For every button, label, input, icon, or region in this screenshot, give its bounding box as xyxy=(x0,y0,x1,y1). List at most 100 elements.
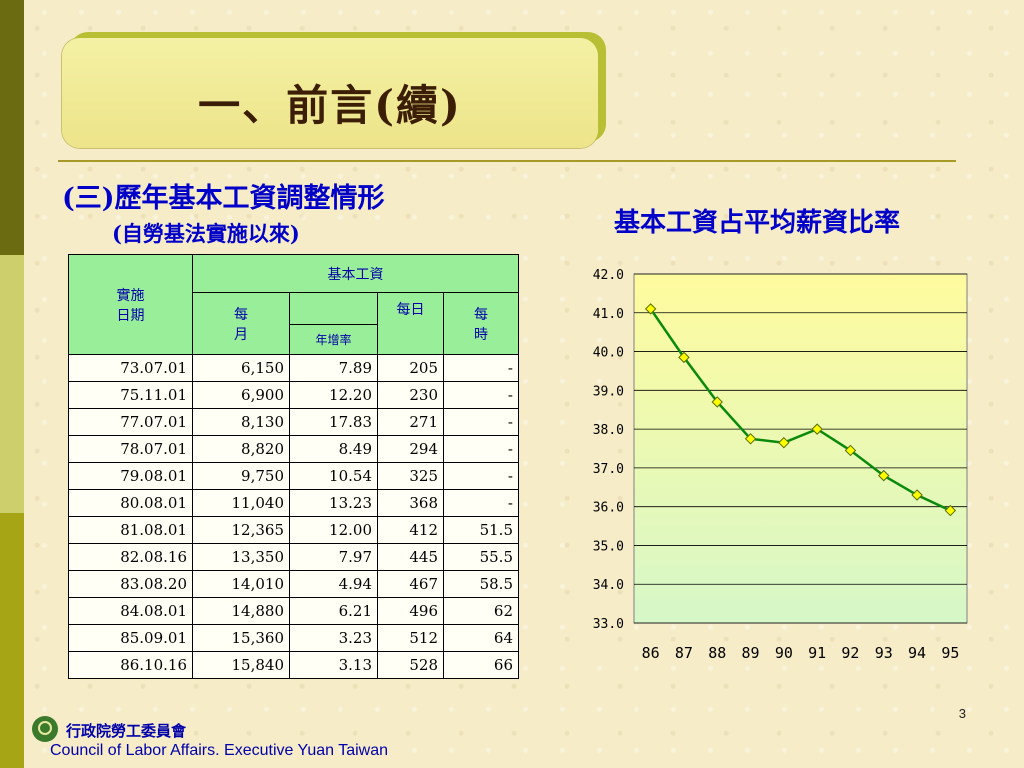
cell-growth: 7.97 xyxy=(289,543,378,571)
header-blank xyxy=(289,292,378,325)
cell-growth: 3.13 xyxy=(289,651,378,679)
x-tick-label: 86 xyxy=(642,644,660,662)
cell-growth: 10.54 xyxy=(289,462,378,490)
cell-date: 86.10.16 xyxy=(68,651,193,679)
cell-date: 84.08.01 xyxy=(68,597,193,625)
cell-hourly: 62 xyxy=(443,597,519,625)
cell-monthly: 8,130 xyxy=(192,408,290,436)
cell-daily: 325 xyxy=(377,462,444,490)
side-bar-middle xyxy=(0,255,24,513)
table-row: 73.07.01 6,150 7.89 205- xyxy=(68,354,519,382)
cell-growth: 4.94 xyxy=(289,570,378,598)
cell-daily: 368 xyxy=(377,489,444,517)
side-bar-top xyxy=(0,0,24,255)
header-hourly: 每 時 xyxy=(443,292,519,355)
cell-growth: 3.23 xyxy=(289,624,378,652)
cell-date: 73.07.01 xyxy=(68,354,193,382)
y-tick-label: 39.0 xyxy=(593,384,624,399)
wage-table-body: 73.07.01 6,150 7.89 205-75.11.01 6,900 12.20 2… xyxy=(68,354,519,679)
table-row: 75.11.01 6,900 12.20 230- xyxy=(68,381,519,409)
x-tick-label: 88 xyxy=(708,644,726,662)
slide-title: 一、前言(續) xyxy=(198,81,462,130)
cell-date: 82.08.16 xyxy=(68,543,193,571)
cell-date: 75.11.01 xyxy=(68,381,193,409)
cell-growth: 8.49 xyxy=(289,435,378,463)
table-row: 79.08.01 9,750 10.54 325- xyxy=(68,462,519,490)
cell-monthly: 13,350 xyxy=(192,543,290,571)
table-row: 84.08.01 14,880 6.21 496 62 xyxy=(68,597,519,625)
cell-hourly: 58.5 xyxy=(443,570,519,598)
cell-hourly: - xyxy=(443,489,519,517)
cell-daily: 445 xyxy=(377,543,444,571)
cell-daily: 512 xyxy=(377,624,444,652)
cell-date: 81.08.01 xyxy=(68,516,193,544)
cell-monthly: 8,820 xyxy=(192,435,290,463)
cell-daily: 294 xyxy=(377,435,444,463)
cell-date: 78.07.01 xyxy=(68,435,193,463)
title-divider xyxy=(58,160,956,162)
y-tick-label: 34.0 xyxy=(593,578,624,593)
data-point xyxy=(811,423,823,435)
header-growth: 年增率 xyxy=(289,324,378,355)
footer-org-en: Council of Labor Affairs. Executive Yuan… xyxy=(50,742,388,759)
header-date: 實施 日期 xyxy=(68,254,193,355)
cell-daily: 205 xyxy=(377,354,444,382)
cell-monthly: 15,840 xyxy=(192,651,290,679)
x-tick-label: 89 xyxy=(742,644,760,662)
chart-title: 基本工資占平均薪資比率 xyxy=(614,208,901,238)
cell-growth: 6.21 xyxy=(289,597,378,625)
cell-hourly: 55.5 xyxy=(443,543,519,571)
cell-date: 85.09.01 xyxy=(68,624,193,652)
cell-monthly: 12,365 xyxy=(192,516,290,544)
x-tick-label: 94 xyxy=(908,644,926,662)
data-point xyxy=(711,396,723,408)
cell-growth: 12.20 xyxy=(289,381,378,409)
cell-growth: 7.89 xyxy=(289,354,378,382)
cell-monthly: 11,040 xyxy=(192,489,290,517)
y-tick-label: 35.0 xyxy=(593,539,624,554)
table-row: 86.10.16 15,840 3.13 528 66 xyxy=(68,651,519,679)
cell-growth: 13.23 xyxy=(289,489,378,517)
footer-org-cn: 行政院勞工委員會 xyxy=(66,722,187,740)
side-bar-bottom xyxy=(0,513,24,768)
cell-monthly: 14,010 xyxy=(192,570,290,598)
section-subtitle: (三)歷年基本工資調整情形 xyxy=(62,183,385,214)
cell-hourly: 51.5 xyxy=(443,516,519,544)
table-row: 80.08.01 11,040 13.23 368- xyxy=(68,489,519,517)
ratio-line-chart: 42.0 41.0 40.0 39.0 38.0 37.0 36.0 35.0 34.0 33.0… xyxy=(593,268,968,662)
y-tick-label: 42.0 xyxy=(593,268,624,283)
series-line xyxy=(649,308,951,512)
title-box: 一、前言(續) xyxy=(62,38,598,148)
x-tick-label: 95 xyxy=(941,644,959,662)
y-tick-label: 33.0 xyxy=(593,617,624,632)
cell-growth: 12.00 xyxy=(289,516,378,544)
cell-hourly: - xyxy=(443,381,519,409)
cell-hourly: - xyxy=(443,354,519,382)
table-row: 77.07.01 8,130 17.83 271- xyxy=(68,408,519,436)
header-basic-wage: 基本工資 xyxy=(192,254,519,293)
section-subtitle-note: (自勞基法實施以來) xyxy=(112,221,300,246)
header-daily: 每日 xyxy=(377,292,444,355)
table-row: 83.08.20 14,010 4.94 467 58.5 xyxy=(68,570,519,598)
data-point xyxy=(678,351,690,364)
header-monthly: 每 月 xyxy=(192,292,290,355)
cell-date: 77.07.01 xyxy=(68,408,193,436)
x-tick-label: 90 xyxy=(775,644,793,662)
x-tick-label: 92 xyxy=(841,644,859,662)
cell-date: 79.08.01 xyxy=(68,462,193,490)
x-tick-label: 93 xyxy=(875,644,893,662)
cell-daily: 412 xyxy=(377,516,444,544)
cell-growth: 17.83 xyxy=(289,408,378,436)
data-point xyxy=(844,444,857,457)
cell-daily: 496 xyxy=(377,597,444,625)
cell-daily: 528 xyxy=(377,651,444,679)
plot-area xyxy=(633,273,968,624)
cell-daily: 230 xyxy=(377,381,444,409)
data-point xyxy=(878,469,890,482)
y-tick-label: 36.0 xyxy=(593,501,624,516)
cell-monthly: 9,750 xyxy=(192,462,290,490)
cell-hourly: - xyxy=(443,408,519,436)
y-tick-label: 38.0 xyxy=(593,423,624,438)
cell-daily: 467 xyxy=(377,570,444,598)
cell-hourly: 64 xyxy=(443,624,519,652)
